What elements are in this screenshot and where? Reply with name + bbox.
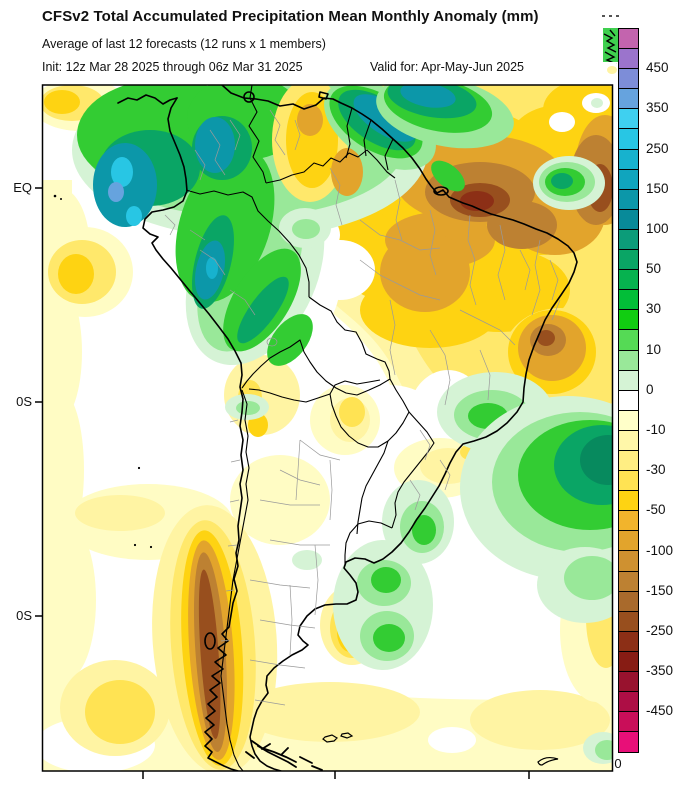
- state-borders: [164, 109, 561, 706]
- y-axis-label-equator: EQ: [13, 180, 32, 195]
- colorbar-cell: [619, 109, 638, 130]
- colorbar-cell: [619, 69, 638, 90]
- colorbar-label: 350: [646, 100, 669, 116]
- cropped-map-fragment: [603, 28, 618, 74]
- colorbar-cell: [619, 471, 638, 492]
- colorbar-cell: [619, 410, 638, 431]
- colorbar-cell: [619, 511, 638, 532]
- colorbar-label: 0: [646, 381, 654, 397]
- valid-range-label: Valid for: Apr-May-Jun 2025: [370, 60, 525, 74]
- colorbar-label: -10: [646, 422, 666, 438]
- colorbar-label: -350: [646, 663, 674, 679]
- colorbar-cell: [619, 270, 638, 291]
- colorbar-cell: [619, 611, 638, 632]
- colorbar-cell: [619, 370, 638, 391]
- cropped-tick-marks: [602, 15, 622, 17]
- colorbar-cell: [619, 330, 638, 351]
- colorbar-cell: [619, 692, 638, 713]
- colorbar-cell: [619, 229, 638, 251]
- x-axis-label-zero: 0: [614, 756, 622, 771]
- colorbar-label: 10: [646, 341, 662, 357]
- colorbar-cell: [619, 551, 638, 572]
- init-range-label: Init: 12z Mar 28 2025 through 06z Mar 31…: [42, 60, 303, 74]
- colorbar-label: 50: [646, 261, 662, 277]
- colorbar-cell: [619, 350, 638, 371]
- figure-title: CFSv2 Total Accumulated Precipitation Me…: [42, 8, 539, 25]
- colorbar-cell: [619, 310, 638, 331]
- axis-ticks: [35, 187, 530, 779]
- colorbar-cell: [619, 209, 638, 230]
- small-islands: [53, 194, 153, 549]
- colorbar-label: 450: [646, 60, 669, 76]
- colorbar-cell: [619, 571, 638, 592]
- colorbar-cell: [619, 450, 638, 472]
- colorbar-cell: [619, 491, 638, 512]
- colorbar-cell: [619, 89, 638, 110]
- colorbar-label: -100: [646, 542, 674, 558]
- colorbar-label: 250: [646, 140, 669, 156]
- fill-guyana-teal-streak: [324, 85, 514, 192]
- colorbar-cell: [619, 189, 638, 210]
- fill-argentine-shelf-greens: [231, 480, 454, 670]
- colorbar-cell: [619, 531, 638, 552]
- colorbar-cell: [619, 149, 638, 170]
- colorbar-cell: [619, 430, 638, 451]
- falkland-islands: [322, 732, 559, 766]
- colorbar-label: -150: [646, 582, 674, 598]
- colorbar-cell: [619, 591, 638, 612]
- colorbar-label: 30: [646, 301, 662, 317]
- map-frame: [41, 84, 614, 772]
- y-axis-label-40s: 0S: [16, 608, 32, 623]
- anomaly-fill-regions: [42, 85, 613, 771]
- fill-south-atlantic-green: [460, 396, 613, 764]
- fill-sw-gold-core: [85, 680, 155, 744]
- fill-atlantic-green-eddy: [533, 156, 605, 210]
- colorbar-label: -450: [646, 703, 674, 719]
- colorbar-cell: [619, 712, 638, 733]
- colorbar-label: 150: [646, 180, 669, 196]
- colorbar-cells: [618, 28, 639, 754]
- colorbar-label: -50: [646, 502, 666, 518]
- y-axis-label-20s: 0S: [16, 394, 32, 409]
- colorbar-cell: [619, 651, 638, 672]
- figure-subtitle: Average of last 12 forecasts (12 runs x …: [42, 37, 326, 51]
- fill-east-coast-brown-blob: [502, 308, 613, 408]
- colorbar-cell: [619, 129, 638, 150]
- colorbar-label: 100: [646, 221, 669, 237]
- colorbar-label: -250: [646, 623, 674, 639]
- colorbar-label: -30: [646, 462, 666, 478]
- colorbar-cell: [619, 732, 638, 753]
- colorbar-cell: [619, 250, 638, 271]
- colorbar-cell: [619, 29, 638, 50]
- colorbar-cell: [619, 49, 638, 70]
- country-borders: [185, 85, 435, 771]
- colorbar-cell: [619, 169, 638, 190]
- colorbar-cell: [619, 631, 638, 652]
- colorbar-cell: [619, 672, 638, 693]
- colorbar-cell: [619, 290, 638, 311]
- colorbar-labels: 450 350 250 150 100 50 30 10 0 -10 -30 -50 -100 -150-…: [646, 0, 686, 805]
- tierra-del-fuego-islands: [245, 740, 323, 771]
- coastline: [117, 85, 578, 771]
- colorbar-cell: [619, 390, 638, 411]
